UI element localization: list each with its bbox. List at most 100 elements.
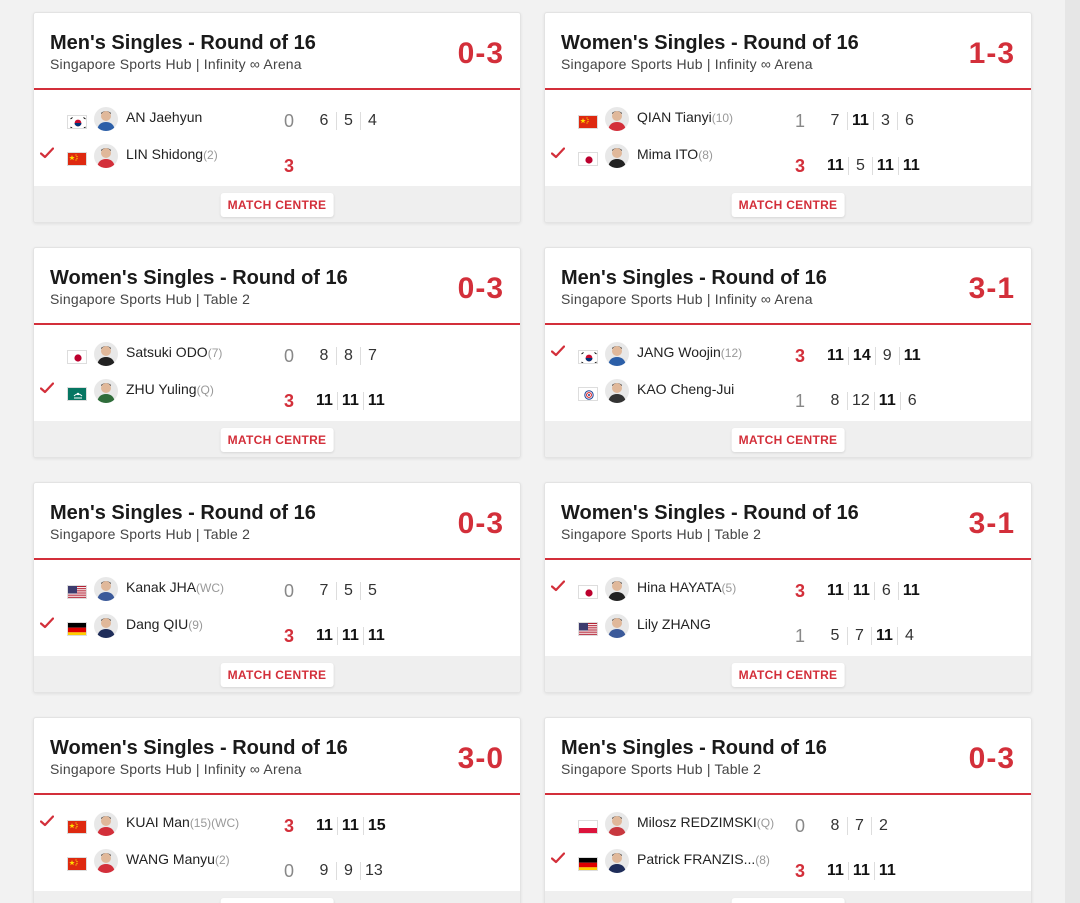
flag-chn-icon: [67, 152, 87, 166]
event-title: Men's Singles - Round of 16: [50, 502, 316, 524]
winner-check-icon: [550, 146, 566, 159]
player-name[interactable]: JANG Woojin(12): [637, 344, 742, 360]
player-avatar[interactable]: [605, 614, 629, 638]
player-avatar[interactable]: [94, 342, 118, 366]
match-card[interactable]: Men's Singles - Round of 16 Singapore Sp…: [544, 247, 1032, 458]
match-card[interactable]: Men's Singles - Round of 16 Singapore Sp…: [544, 717, 1032, 903]
player-avatar[interactable]: [605, 577, 629, 601]
player-seed: (2): [203, 148, 218, 162]
player-avatar[interactable]: [94, 812, 118, 836]
match-footer: MATCH CENTRE: [34, 186, 520, 222]
player-seed: (7): [207, 346, 223, 360]
match-card[interactable]: Men's Singles - Round of 16 Singapore Sp…: [33, 12, 521, 223]
event-title: Women's Singles - Round of 16: [50, 737, 348, 759]
player-seed: (5): [721, 581, 737, 595]
player-name[interactable]: Patrick FRANZIS...(8): [637, 851, 770, 867]
match-score: 0: [283, 861, 294, 881]
overall-score: 0-3: [457, 507, 504, 540]
player-name-text: Mima ITO: [637, 146, 699, 162]
venue-label: Singapore Sports Hub | Table 2: [50, 526, 251, 542]
player-name[interactable]: ZHU Yuling(Q): [126, 381, 214, 397]
player-name[interactable]: Lily ZHANG: [637, 616, 711, 632]
player-name[interactable]: Milosz REDZIMSKI(Q): [637, 814, 774, 830]
player-name-text: KUAI Man: [126, 814, 190, 830]
game-score: 11: [873, 862, 900, 880]
player-avatar[interactable]: [94, 379, 118, 403]
player-name[interactable]: Kanak JHA(WC): [126, 579, 224, 595]
player-seed: (8): [755, 853, 770, 867]
game-scores: 8 12 11 6: [823, 392, 924, 410]
match-centre-button[interactable]: MATCH CENTRE: [220, 428, 334, 452]
flag-kor-icon: [67, 115, 87, 129]
match-centre-button[interactable]: MATCH CENTRE: [731, 898, 845, 903]
match-card[interactable]: Women's Singles - Round of 16 Singapore …: [33, 247, 521, 458]
player-avatar[interactable]: [605, 107, 629, 131]
scrollbar[interactable]: [1065, 0, 1080, 903]
match-card[interactable]: Women's Singles - Round of 16 Singapore …: [33, 717, 521, 903]
player-row: WANG Manyu(2) 0 9 9 13: [34, 841, 520, 881]
player-name[interactable]: KUAI Man(15)(WC): [126, 814, 239, 830]
game-score: 7: [847, 627, 871, 645]
match-card[interactable]: Women's Singles - Round of 16 Singapore …: [544, 12, 1032, 223]
venue-label: Singapore Sports Hub | Table 2: [561, 761, 762, 777]
match-centre-button[interactable]: MATCH CENTRE: [731, 663, 845, 687]
game-scores: 11 11 6 11: [823, 582, 924, 600]
winner-check-icon: [550, 579, 566, 592]
player-avatar[interactable]: [94, 577, 118, 601]
game-score: 11: [336, 392, 363, 410]
player-avatar[interactable]: [605, 812, 629, 836]
player-avatar[interactable]: [605, 379, 629, 403]
player-avatar[interactable]: [605, 144, 629, 168]
game-score: 5: [336, 582, 360, 600]
match-card[interactable]: Women's Singles - Round of 16 Singapore …: [544, 482, 1032, 693]
flag-pol-icon: [578, 820, 598, 834]
game-score: 6: [899, 392, 924, 410]
player-name-text: Patrick FRANZIS...: [637, 851, 756, 867]
match-header: Men's Singles - Round of 16 Singapore Sp…: [34, 13, 520, 90]
match-footer: MATCH CENTRE: [545, 891, 1031, 903]
match-centre-button[interactable]: MATCH CENTRE: [220, 193, 334, 217]
game-score: 11: [898, 347, 925, 365]
player-name[interactable]: QIAN Tianyi(10): [637, 109, 733, 125]
player-row: Kanak JHA(WC) 0 7 5 5: [34, 569, 520, 601]
player-row: Lily ZHANG 1 5 7 11 4: [545, 606, 1031, 646]
match-header: Men's Singles - Round of 16 Singapore Sp…: [545, 248, 1031, 325]
player-name[interactable]: LIN Shidong(2): [126, 146, 218, 162]
player-seed: (12): [720, 346, 743, 360]
player-name[interactable]: WANG Manyu(2): [126, 851, 230, 867]
game-scores: 11 5 11 11: [823, 157, 924, 175]
match-centre-button[interactable]: MATCH CENTRE: [220, 663, 334, 687]
venue-label: Singapore Sports Hub | Infinity ∞ Arena: [561, 291, 813, 307]
overall-score: 0-3: [457, 37, 504, 70]
match-centre-button[interactable]: MATCH CENTRE: [731, 428, 845, 452]
game-scores: 11 11 15: [312, 817, 390, 835]
match-card[interactable]: Men's Singles - Round of 16 Singapore Sp…: [33, 482, 521, 693]
match-footer: MATCH CENTRE: [545, 421, 1031, 457]
game-score: 11: [847, 582, 874, 600]
player-name[interactable]: KAO Cheng-Jui: [637, 381, 734, 397]
player-name[interactable]: Satsuki ODO(7): [126, 344, 222, 360]
game-score: 15: [362, 817, 390, 835]
player-name[interactable]: Mima ITO(8): [637, 146, 713, 162]
game-score: 7: [360, 347, 384, 365]
player-seed: (10): [711, 111, 734, 125]
player-avatar[interactable]: [94, 107, 118, 131]
player-name[interactable]: Dang QIU(9): [126, 616, 203, 632]
game-score: 3: [872, 112, 897, 130]
game-score: 11: [827, 157, 844, 174]
player-name[interactable]: AN Jaehyun: [126, 109, 202, 125]
match-centre-button[interactable]: MATCH CENTRE: [220, 898, 334, 903]
game-score: 14: [847, 347, 875, 365]
player-avatar[interactable]: [94, 144, 118, 168]
venue-label: Singapore Sports Hub | Table 2: [561, 526, 762, 542]
player-avatar[interactable]: [94, 614, 118, 638]
match-header: Women's Singles - Round of 16 Singapore …: [34, 248, 520, 325]
match-centre-button[interactable]: MATCH CENTRE: [731, 193, 845, 217]
player-avatar[interactable]: [605, 342, 629, 366]
player-avatar[interactable]: [605, 849, 629, 873]
player-avatar[interactable]: [94, 849, 118, 873]
player-name[interactable]: Hina HAYATA(5): [637, 579, 736, 595]
flag-ger-icon: [578, 857, 598, 871]
event-title: Men's Singles - Round of 16: [50, 32, 316, 54]
